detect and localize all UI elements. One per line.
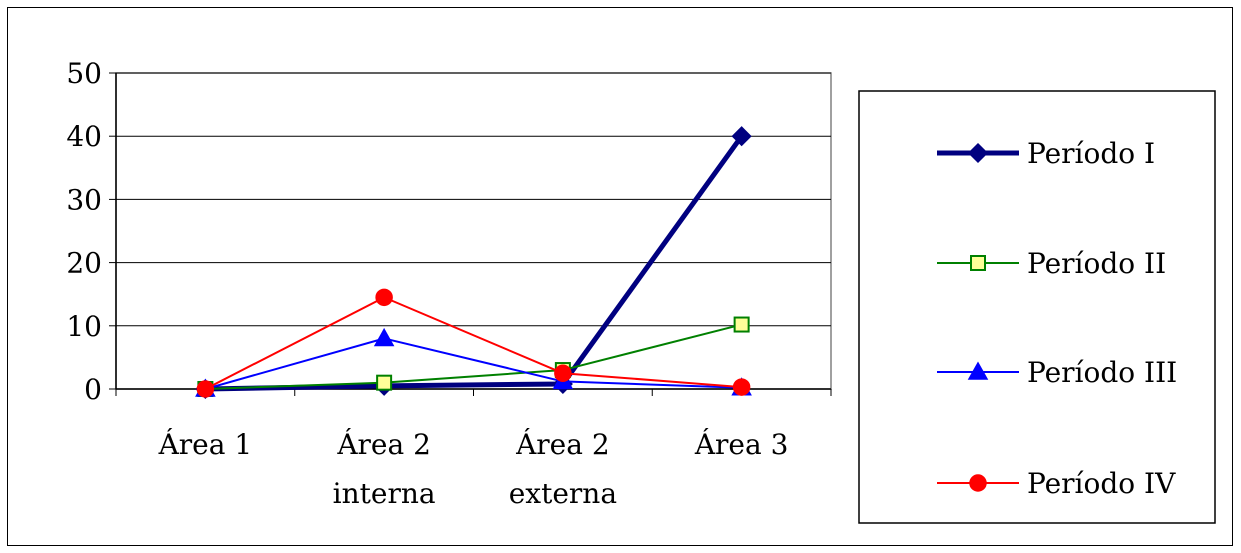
x-tick-label-line: interna	[333, 477, 436, 510]
y-tick-label: 10	[66, 310, 102, 343]
series-4	[196, 288, 751, 398]
data-point	[733, 316, 750, 333]
legend-marker	[967, 142, 989, 164]
legend-entry: Período II	[937, 247, 1166, 280]
legend-entry: Período III	[937, 356, 1177, 389]
data-point	[196, 380, 215, 398]
x-tick-label-line: Área 1	[158, 428, 253, 461]
data-point	[732, 378, 751, 396]
series-lines	[195, 126, 752, 400]
series-line	[205, 337, 742, 390]
data-point	[376, 374, 393, 391]
x-tick-label: Área 2 externa	[509, 428, 617, 510]
legend-box	[858, 90, 1216, 524]
y-tick-label: 20	[66, 247, 102, 280]
x-tick-label-line: Área 3	[694, 428, 789, 461]
x-tick-label-line: Área 2	[515, 428, 610, 461]
axis-labels: 0 10 20 30 40 50 Área 1 Área 2 interna Área 2 exte…	[66, 57, 788, 510]
legend-marker	[967, 361, 989, 380]
y-tick-label: 40	[66, 120, 102, 153]
legend-label: Período I	[1027, 137, 1155, 170]
gridlines	[115, 72, 832, 390]
data-point	[731, 126, 752, 147]
legend-label: Período IV	[1027, 467, 1176, 500]
y-tick-label: 50	[66, 57, 102, 90]
plot-area-border	[115, 72, 832, 390]
data-point	[375, 288, 393, 307]
series-line	[205, 323, 742, 390]
legend-label: Período II	[1027, 247, 1166, 280]
axes	[109, 72, 832, 396]
legend: Período I Período II Período III Período IV	[858, 90, 1216, 524]
legend-entry: Período I	[937, 137, 1155, 170]
series-line	[205, 134, 744, 392]
x-tick-label: Área 1	[158, 428, 253, 461]
legend-entry: Período IV	[937, 467, 1176, 500]
data-point	[554, 364, 572, 382]
x-tick-label-line: externa	[509, 477, 617, 510]
y-tick-label: 0	[84, 373, 102, 406]
series-line	[204, 296, 742, 390]
legend-label: Período III	[1027, 356, 1177, 389]
x-tick-label: Área 3	[694, 428, 789, 461]
chart-frame	[7, 7, 1233, 546]
x-tick-label-line: Área 2	[336, 428, 431, 461]
legend-marker	[970, 255, 986, 271]
y-tick-label: 30	[66, 183, 102, 216]
x-tick-label: Área 2 interna	[333, 428, 436, 510]
legend-marker	[969, 474, 987, 492]
data-point	[373, 327, 395, 347]
